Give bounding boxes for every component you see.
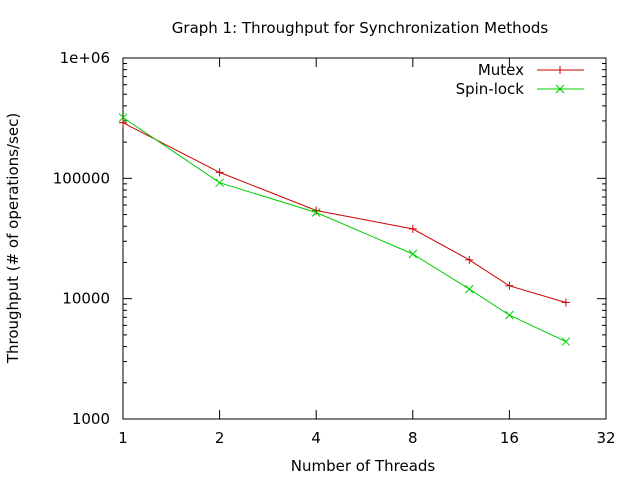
chart-title: Graph 1: Throughput for Synchronization … [172, 19, 549, 37]
x-tick-label: 8 [408, 429, 418, 447]
data-point [311, 208, 321, 217]
data-point [505, 310, 514, 320]
x-tick-label: 4 [311, 429, 321, 447]
legend-marker [555, 84, 565, 94]
data-point [464, 284, 474, 294]
y-tick-label: 1e+06 [60, 49, 110, 67]
series-line [122, 117, 567, 343]
x-tick-label: 2 [215, 429, 225, 447]
data-point [118, 113, 128, 122]
data-point [505, 281, 514, 290]
data-point [561, 298, 570, 307]
data-point [215, 168, 224, 177]
data-point [465, 255, 474, 264]
y-tick-label: 10000 [62, 290, 110, 308]
legend-label: Mutex [478, 61, 524, 79]
data-point [215, 178, 224, 188]
data-point [408, 249, 418, 259]
y-axis-label: Throughput (# of operations/sec) [4, 113, 22, 364]
plot-area-frame [122, 57, 607, 420]
y-tick-label: 1000 [72, 410, 110, 428]
x-axis-label: Number of Threads [291, 457, 436, 475]
series-spin-lock [118, 113, 571, 346]
legend-marker [556, 66, 564, 74]
data-point [561, 337, 571, 346]
x-tick-label: 32 [596, 429, 615, 447]
x-tick-label: 16 [500, 429, 519, 447]
data-series [118, 113, 571, 346]
legend-label: Spin-lock [456, 80, 525, 98]
y-tick-label: 100000 [53, 169, 110, 187]
data-point [408, 224, 417, 233]
axes-ticks: 1000 10000 100000 1e+06 1 2 4 8 16 32 [53, 49, 616, 447]
series-line [122, 122, 567, 303]
series-mutex [119, 118, 570, 307]
x-tick-label: 1 [118, 429, 128, 447]
data-point [119, 118, 127, 127]
